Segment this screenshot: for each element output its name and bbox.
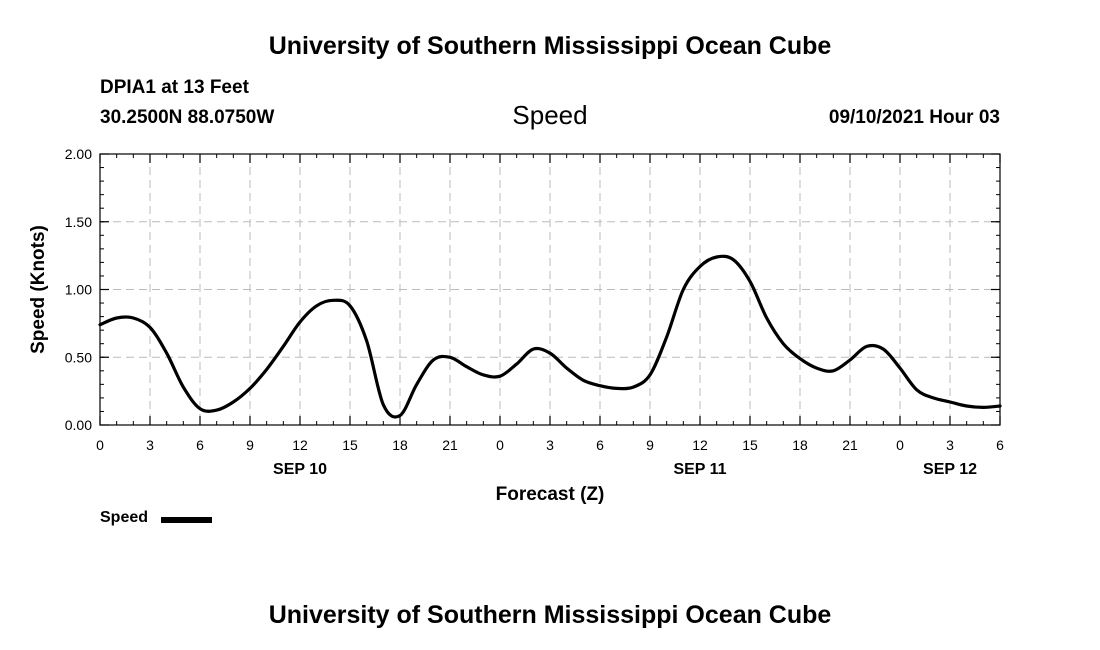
y-tick-label: 2.00 bbox=[65, 146, 92, 162]
day-label: SEP 11 bbox=[673, 461, 726, 478]
x-tick-label: 3 bbox=[546, 437, 554, 453]
x-tick-label: 18 bbox=[792, 437, 808, 453]
x-tick-label: 21 bbox=[442, 437, 458, 453]
x-tick-label: 15 bbox=[342, 437, 358, 453]
x-tick-label: 6 bbox=[996, 437, 1004, 453]
series-line-speed bbox=[98, 254, 1002, 419]
x-axis-title: Forecast (Z) bbox=[496, 484, 605, 505]
x-tick-label: 0 bbox=[896, 437, 904, 453]
bottom-title: University of Southern Mississippi Ocean… bbox=[268, 601, 832, 629]
top-title: University of Southern Mississippi Ocean… bbox=[268, 32, 832, 60]
y-tick-label: 1.50 bbox=[65, 214, 92, 230]
day-label: SEP 12 bbox=[923, 461, 977, 478]
x-tick-label: 0 bbox=[496, 437, 504, 453]
x-tick-label: 9 bbox=[646, 437, 654, 453]
x-tick-label: 3 bbox=[146, 437, 154, 453]
x-tick-label: 12 bbox=[692, 437, 708, 453]
x-tick-label: 21 bbox=[842, 437, 858, 453]
x-tick-label: 18 bbox=[392, 437, 408, 453]
x-tick-label: 12 bbox=[292, 437, 308, 453]
x-tick-label: 6 bbox=[196, 437, 204, 453]
coordinates-label: 30.2500N 88.0750W bbox=[100, 107, 275, 128]
x-tick-label: 3 bbox=[946, 437, 954, 453]
plot-frame bbox=[99, 153, 1001, 426]
station-label: DPIA1 at 13 Feet bbox=[100, 77, 249, 98]
x-tick-label: 6 bbox=[596, 437, 604, 453]
legend-label: Speed bbox=[100, 509, 149, 526]
y-tick-label: 1.00 bbox=[65, 282, 92, 298]
x-tick-label: 15 bbox=[742, 437, 758, 453]
y-axis-title: Speed (Knots) bbox=[28, 225, 49, 354]
x-tick-label: 9 bbox=[246, 437, 254, 453]
y-tick-label: 0.00 bbox=[65, 417, 92, 433]
timestamp-label: 09/10/2021 Hour 03 bbox=[828, 107, 1000, 128]
x-tick-label: 0 bbox=[96, 437, 104, 453]
y-tick-label: 0.50 bbox=[65, 349, 92, 365]
plot-title: Speed bbox=[512, 100, 588, 130]
day-label: SEP 10 bbox=[273, 461, 327, 478]
legend-swatch bbox=[161, 517, 212, 523]
